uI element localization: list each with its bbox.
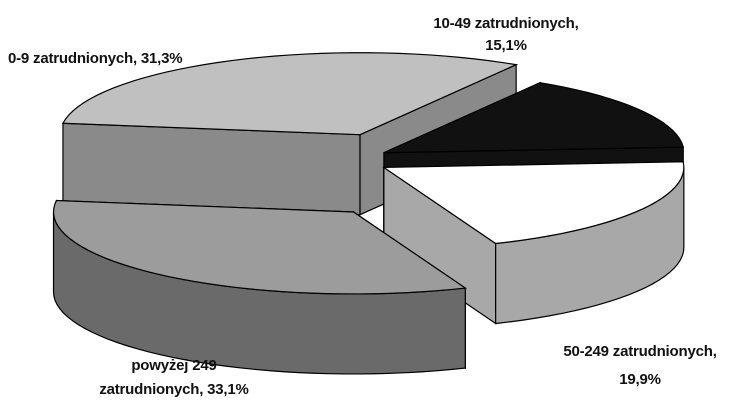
data-label-powyzej-249-line1: powyżej 249 bbox=[131, 357, 216, 374]
data-label-powyzej-249-line2: zatrudnionych, 33,1% bbox=[99, 381, 248, 398]
pie-slice-50-249-zatrudnionych bbox=[381, 161, 685, 325]
data-label-50-249-line2: 19,9% bbox=[619, 371, 661, 388]
pie-slice-top-50-249-zatrudnionych bbox=[381, 161, 685, 245]
pie-slice-top-0-9-zatrudnionych bbox=[61, 52, 519, 136]
data-label-50-249-line1: 50-249 zatrudnionych, bbox=[563, 343, 716, 360]
data-label-10-49-line1: 10-49 zatrudnionych, bbox=[433, 15, 578, 32]
data-label-0-9: 0-9 zatrudnionych, 31,3% bbox=[8, 50, 182, 67]
pie-slice-top-powy-ej-249-zatrudnionych bbox=[52, 199, 467, 295]
data-label-10-49-line2: 15,1% bbox=[485, 37, 527, 54]
pie-slice-wall-0-9-zatrudnionych-start bbox=[62, 122, 361, 216]
pie-slice-0-9-zatrudnionych bbox=[61, 52, 519, 216]
pie-slice-top-10-49-zatrudnionych bbox=[383, 82, 685, 154]
pie-slice-powy-ej-249-zatrudnionych bbox=[52, 199, 467, 375]
slices-layer bbox=[52, 52, 685, 375]
